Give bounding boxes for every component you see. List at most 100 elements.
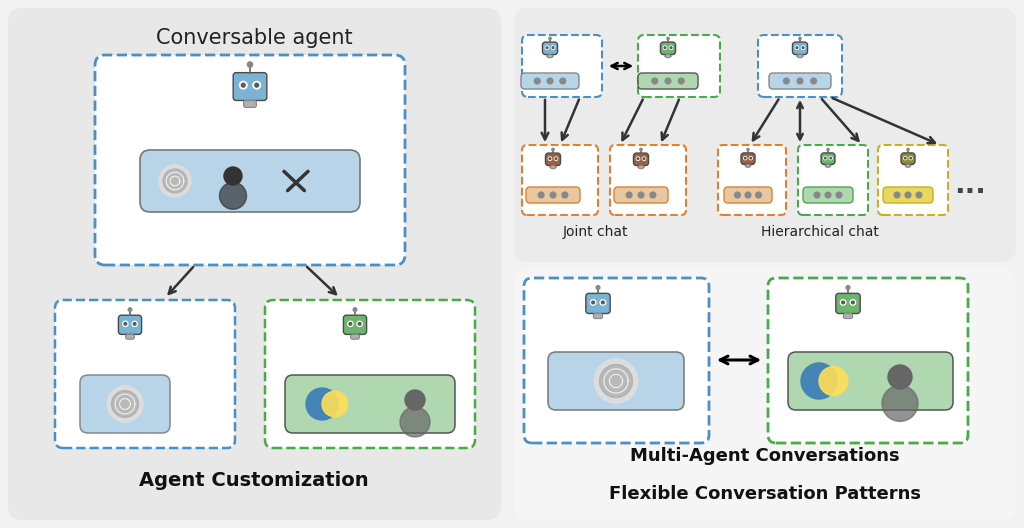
FancyBboxPatch shape <box>666 54 671 58</box>
FancyBboxPatch shape <box>126 334 134 339</box>
Circle shape <box>599 364 633 398</box>
Circle shape <box>549 37 551 40</box>
Circle shape <box>124 323 127 325</box>
Circle shape <box>797 78 803 84</box>
FancyBboxPatch shape <box>547 54 553 58</box>
Circle shape <box>796 46 799 50</box>
Circle shape <box>814 192 820 198</box>
FancyBboxPatch shape <box>80 375 170 433</box>
Circle shape <box>743 156 746 159</box>
FancyBboxPatch shape <box>660 42 676 54</box>
FancyBboxPatch shape <box>798 145 868 215</box>
Circle shape <box>907 148 909 150</box>
Circle shape <box>801 363 837 399</box>
Circle shape <box>560 78 565 84</box>
Text: Joint chat: Joint chat <box>562 225 628 239</box>
FancyBboxPatch shape <box>550 166 556 168</box>
Circle shape <box>905 192 911 198</box>
Circle shape <box>549 158 551 159</box>
Circle shape <box>824 157 826 159</box>
Circle shape <box>552 148 554 150</box>
Circle shape <box>888 365 912 389</box>
FancyBboxPatch shape <box>265 300 475 448</box>
FancyBboxPatch shape <box>119 315 141 334</box>
FancyBboxPatch shape <box>803 187 853 203</box>
Circle shape <box>535 78 540 84</box>
Circle shape <box>638 192 644 198</box>
Circle shape <box>163 169 187 193</box>
Circle shape <box>916 192 922 198</box>
Circle shape <box>666 78 671 84</box>
Circle shape <box>552 47 554 49</box>
Circle shape <box>627 192 632 198</box>
FancyBboxPatch shape <box>883 187 933 203</box>
Circle shape <box>642 157 646 161</box>
FancyBboxPatch shape <box>548 352 684 410</box>
Circle shape <box>548 157 552 161</box>
Circle shape <box>128 308 132 312</box>
Circle shape <box>643 158 645 159</box>
FancyBboxPatch shape <box>768 278 968 443</box>
Circle shape <box>802 46 805 50</box>
Text: Hierarchical chat: Hierarchical chat <box>761 225 879 239</box>
FancyBboxPatch shape <box>788 352 953 410</box>
Circle shape <box>799 37 801 40</box>
FancyBboxPatch shape <box>638 35 720 97</box>
Circle shape <box>306 388 338 420</box>
FancyBboxPatch shape <box>521 73 579 89</box>
FancyBboxPatch shape <box>543 42 557 54</box>
Text: ...: ... <box>954 171 986 199</box>
FancyBboxPatch shape <box>614 187 668 203</box>
Circle shape <box>594 359 638 403</box>
FancyBboxPatch shape <box>638 73 698 89</box>
Circle shape <box>562 192 567 198</box>
FancyBboxPatch shape <box>844 314 853 318</box>
Text: Agent Customization: Agent Customization <box>139 470 369 489</box>
FancyBboxPatch shape <box>718 145 786 215</box>
Circle shape <box>667 37 669 40</box>
FancyBboxPatch shape <box>878 145 948 215</box>
FancyBboxPatch shape <box>769 73 831 89</box>
Circle shape <box>802 47 804 49</box>
FancyBboxPatch shape <box>350 334 359 339</box>
Circle shape <box>224 167 242 185</box>
Circle shape <box>756 192 762 198</box>
Circle shape <box>882 385 918 421</box>
Circle shape <box>539 192 544 198</box>
Circle shape <box>592 301 595 304</box>
Circle shape <box>841 300 846 305</box>
Circle shape <box>829 156 833 159</box>
FancyBboxPatch shape <box>634 153 648 166</box>
FancyBboxPatch shape <box>724 187 772 203</box>
Circle shape <box>133 323 136 325</box>
Circle shape <box>665 47 666 49</box>
Circle shape <box>550 192 556 198</box>
Circle shape <box>240 81 247 89</box>
Circle shape <box>349 323 351 325</box>
FancyBboxPatch shape <box>55 300 234 448</box>
Circle shape <box>600 300 605 305</box>
Circle shape <box>650 192 655 198</box>
Circle shape <box>596 286 600 289</box>
Circle shape <box>551 46 555 50</box>
FancyBboxPatch shape <box>140 150 360 212</box>
FancyBboxPatch shape <box>526 187 580 203</box>
FancyBboxPatch shape <box>546 153 560 166</box>
Circle shape <box>348 321 353 326</box>
Text: Multi-Agent Conversations: Multi-Agent Conversations <box>630 447 900 465</box>
Circle shape <box>353 308 356 312</box>
Circle shape <box>744 157 746 159</box>
Circle shape <box>652 78 657 84</box>
Circle shape <box>903 156 907 159</box>
Circle shape <box>909 156 912 159</box>
Circle shape <box>796 47 798 49</box>
Circle shape <box>358 323 360 325</box>
Circle shape <box>825 192 830 198</box>
FancyBboxPatch shape <box>586 294 610 314</box>
Circle shape <box>591 300 596 305</box>
FancyBboxPatch shape <box>821 153 835 164</box>
Circle shape <box>910 157 911 159</box>
Circle shape <box>734 192 740 198</box>
Circle shape <box>746 148 750 150</box>
Circle shape <box>819 366 848 395</box>
